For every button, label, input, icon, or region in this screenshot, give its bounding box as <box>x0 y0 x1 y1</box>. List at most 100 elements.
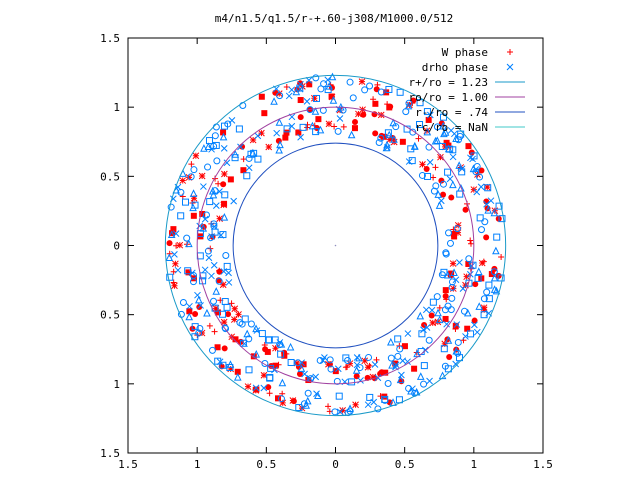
drho-phase-point <box>396 345 404 353</box>
drho-phase-point <box>361 86 369 94</box>
drho-phase-point <box>438 371 447 380</box>
drho-phase-point <box>423 108 431 116</box>
drho-phase-point <box>356 364 364 372</box>
drho-phase-point <box>239 339 247 347</box>
drho-phase-point <box>204 142 213 150</box>
drho-phase-point <box>201 215 209 223</box>
drho-phase-point <box>438 271 446 279</box>
drho-phase-point <box>385 85 393 93</box>
drho-phase-point <box>194 291 201 299</box>
drho-phase-point <box>484 184 492 192</box>
drho-phase-point <box>416 99 424 107</box>
drho-phase-point <box>487 197 495 205</box>
w-phase-point <box>468 240 475 247</box>
drho-phase-point <box>444 144 453 153</box>
drho-phase-point <box>301 370 308 378</box>
drho-phase-point <box>493 233 501 241</box>
drho-phase-point <box>304 389 312 397</box>
w-phase-point <box>464 325 471 332</box>
drho-phase-point <box>443 320 450 328</box>
drho-phase-point <box>197 302 204 309</box>
w-phase-point <box>221 170 228 178</box>
drho-phase-point <box>477 226 485 234</box>
w-phase-point <box>454 229 462 236</box>
w-phase-point <box>211 328 218 335</box>
drho-phase-point <box>449 180 457 189</box>
drho-phase-point <box>260 384 268 392</box>
drho-phase-point <box>407 145 415 153</box>
drho-phase-point <box>177 188 185 196</box>
drho-phase-point <box>364 401 372 409</box>
drho-phase-point <box>305 76 313 84</box>
drho-phase-point <box>336 115 344 122</box>
drho-phase-point <box>392 361 400 369</box>
w-phase-point <box>244 383 252 390</box>
drho-phase-point <box>297 133 304 141</box>
drho-phase-point <box>473 328 481 336</box>
drho-phase-point <box>206 198 214 206</box>
w-phase-point <box>297 114 304 121</box>
drho-phase-point <box>225 269 232 277</box>
drho-phase-point <box>209 190 218 199</box>
drho-phase-point <box>384 129 392 137</box>
drho-phase-point <box>237 143 244 151</box>
w-phase-point <box>360 111 367 118</box>
w-phase-point <box>465 260 472 267</box>
w-phase-point <box>188 161 195 168</box>
w-phase-point <box>240 167 247 174</box>
drho-phase-point <box>383 144 391 151</box>
drho-phase-point <box>306 375 314 382</box>
drho-phase-point <box>205 137 213 145</box>
drho-phase-point <box>273 129 281 137</box>
w-phase-point <box>261 110 268 117</box>
drho-phase-point <box>365 353 373 361</box>
drho-phase-point <box>230 197 238 205</box>
drho-phase-point <box>258 330 266 338</box>
drho-phase-point <box>426 377 433 385</box>
drho-phase-point <box>317 85 325 93</box>
drho-phase-point <box>224 120 232 128</box>
w-phase-point <box>227 365 235 373</box>
drho-phase-point <box>424 172 432 180</box>
drho-phase-point <box>389 118 398 127</box>
w-phase-point <box>225 311 232 318</box>
w-phase-point <box>304 124 311 131</box>
drho-phase-point <box>440 129 448 138</box>
drho-phase-point <box>416 311 425 320</box>
drho-phase-point <box>223 262 231 270</box>
drho-phase-point <box>384 380 392 388</box>
reference-circles <box>164 74 507 417</box>
drho-phase-point <box>459 285 467 292</box>
w-phase-point <box>442 293 449 300</box>
w-phase-point <box>172 260 179 268</box>
drho-phase-point <box>435 201 444 209</box>
w-phase-point <box>275 90 283 98</box>
drho-phase-point <box>204 163 212 171</box>
drho-phase-point <box>306 106 314 114</box>
drho-phase-point <box>418 330 426 338</box>
drho-phase-point <box>275 145 283 154</box>
drho-phase-point <box>205 254 213 262</box>
drho-phase-point <box>377 88 385 96</box>
w-phase-point <box>441 340 449 348</box>
drho-phase-point <box>475 302 484 310</box>
drho-phase-point <box>405 99 413 107</box>
y-tick-label: 1.5 <box>100 447 120 460</box>
drho-phase-point <box>222 251 230 259</box>
w-phase-point <box>483 183 491 191</box>
ref-circle-3 <box>196 106 475 385</box>
w-phase-point <box>423 166 430 173</box>
drho-phase-point <box>252 349 261 358</box>
drho-phase-point <box>425 336 433 344</box>
drho-phase-point <box>185 312 194 321</box>
drho-phase-point <box>226 360 235 368</box>
w-phase-point <box>386 104 393 111</box>
drho-phase-point <box>331 408 339 416</box>
drho-phase-point <box>387 354 395 362</box>
w-phase-point <box>415 135 422 142</box>
drho-phase-point <box>394 335 402 343</box>
w-phase-point <box>498 253 505 260</box>
drho-phase-point <box>165 253 174 261</box>
legend-label: ro/ro = 1.00 <box>409 91 488 104</box>
w-phase-point <box>282 134 289 141</box>
